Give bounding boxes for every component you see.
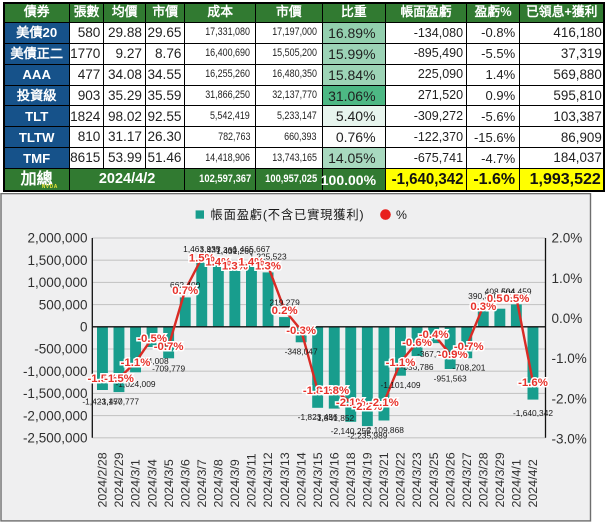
- svg-text:2024/3/27: 2024/3/27: [460, 452, 474, 507]
- svg-text:500,000: 500,000: [39, 297, 88, 312]
- svg-text:1,431,260: 1,431,260: [216, 246, 254, 256]
- svg-text:2024/3/8: 2024/3/8: [212, 459, 226, 507]
- svg-text:2024/3/6: 2024/3/6: [178, 459, 192, 507]
- svg-text:-2,109,868: -2,109,868: [364, 425, 404, 435]
- svg-text:-0.7%: -0.7%: [154, 341, 184, 353]
- svg-text:-1,423,157: -1,423,157: [82, 397, 122, 407]
- svg-text:-1.8%: -1.8%: [319, 385, 349, 397]
- svg-text:2024/3/4: 2024/3/4: [145, 459, 159, 507]
- svg-text:2.0%: 2.0%: [552, 231, 583, 246]
- svg-text:2024/3/22: 2024/3/22: [394, 452, 408, 507]
- svg-text:-0.3%: -0.3%: [286, 325, 316, 337]
- svg-text:1.3%: 1.3%: [255, 261, 281, 273]
- svg-text:0.5%: 0.5%: [487, 293, 513, 305]
- svg-text:-1.5%: -1.5%: [104, 373, 134, 385]
- svg-text:-2,500,000: -2,500,000: [23, 431, 88, 446]
- svg-text:-0.4%: -0.4%: [419, 329, 449, 341]
- svg-text:2024/2/29: 2024/2/29: [112, 452, 126, 507]
- svg-text:-1,101,409: -1,101,409: [380, 380, 420, 390]
- svg-text:1,463,935: 1,463,935: [183, 244, 221, 254]
- svg-text:-2.2%: -2.2%: [353, 401, 383, 413]
- svg-text:-951,563: -951,563: [434, 374, 467, 384]
- svg-text:-1.5%: -1.5%: [88, 373, 118, 385]
- svg-text:-1,500,000: -1,500,000: [23, 386, 88, 401]
- svg-text:1,500,000: 1,500,000: [27, 253, 87, 268]
- svg-text:219,279: 219,279: [269, 298, 300, 308]
- svg-text:504,459: 504,459: [501, 287, 532, 297]
- svg-text:1.4%: 1.4%: [238, 257, 264, 269]
- svg-text:-1,024,009: -1,024,009: [115, 379, 155, 389]
- svg-text:-1.1%: -1.1%: [121, 357, 151, 369]
- svg-text:-1,640,342: -1,640,342: [513, 408, 553, 418]
- svg-text:-0.7%: -0.7%: [454, 341, 484, 353]
- svg-text:-0.6%: -0.6%: [402, 337, 432, 349]
- svg-text:2024/3/21: 2024/3/21: [377, 452, 391, 507]
- svg-text:2024/3/15: 2024/3/15: [311, 452, 325, 507]
- svg-text:-454,008: -454,008: [136, 356, 169, 366]
- svg-text:2024/3/5: 2024/3/5: [162, 459, 176, 507]
- svg-text:-2,000,000: -2,000,000: [23, 408, 88, 423]
- svg-text:0.3%: 0.3%: [470, 301, 496, 313]
- svg-text:2024/4/1: 2024/4/1: [510, 459, 524, 507]
- svg-text:-1.1%: -1.1%: [386, 357, 416, 369]
- svg-text:-3.0%: -3.0%: [552, 431, 587, 446]
- svg-text:2024/3/18: 2024/3/18: [344, 452, 358, 507]
- svg-text:-1.8%: -1.8%: [303, 385, 333, 397]
- svg-text:0.0%: 0.0%: [552, 311, 583, 326]
- svg-text:1,225,523: 1,225,523: [249, 252, 287, 262]
- svg-text:-709,779: -709,779: [152, 364, 185, 374]
- svg-text:390,350: 390,350: [468, 291, 499, 301]
- svg-text:0: 0: [80, 320, 88, 335]
- svg-text:-656,786: -656,786: [400, 362, 433, 372]
- svg-text:-1,841,852: -1,841,852: [314, 413, 354, 423]
- svg-text:2024/3/11: 2024/3/11: [245, 453, 259, 507]
- svg-text:2024/4/2: 2024/4/2: [526, 459, 540, 507]
- svg-text:-2.1%: -2.1%: [369, 397, 399, 409]
- svg-text:1,437,360: 1,437,360: [200, 245, 238, 255]
- svg-text:-1,470,777: -1,470,777: [99, 397, 139, 407]
- svg-text:2024/3/12: 2024/3/12: [261, 452, 275, 507]
- svg-text:-708,201: -708,201: [452, 363, 485, 373]
- svg-text:2,000,000: 2,000,000: [27, 231, 87, 246]
- svg-text:1,000,000: 1,000,000: [27, 275, 87, 290]
- svg-text:0.7%: 0.7%: [172, 285, 198, 297]
- svg-text:-2.1%: -2.1%: [336, 397, 366, 409]
- svg-text:-2,235,989: -2,235,989: [347, 431, 387, 441]
- svg-text:2024/3/9: 2024/3/9: [228, 459, 242, 507]
- svg-text:1.4%: 1.4%: [205, 257, 231, 269]
- svg-text:1.3%: 1.3%: [222, 261, 248, 273]
- svg-text:2024/3/7: 2024/3/7: [195, 459, 209, 507]
- svg-text:-0.5%: -0.5%: [137, 333, 167, 345]
- svg-text:%: %: [396, 208, 407, 222]
- svg-text:2024/3/14: 2024/3/14: [294, 452, 308, 507]
- svg-text:-500,000: -500,000: [34, 342, 87, 357]
- svg-text:2024/3/26: 2024/3/26: [443, 452, 457, 507]
- svg-text:2024/3/23: 2024/3/23: [410, 452, 424, 507]
- svg-text:1,465,667: 1,465,667: [233, 244, 271, 254]
- svg-text:-1.0%: -1.0%: [552, 351, 587, 366]
- svg-text:408,664: 408,664: [485, 287, 516, 297]
- svg-text:0.2%: 0.2%: [272, 305, 298, 317]
- svg-text:2024/3/13: 2024/3/13: [278, 452, 292, 507]
- svg-text:2024/3/28: 2024/3/28: [477, 452, 491, 507]
- svg-text:0.5%: 0.5%: [503, 293, 529, 305]
- svg-text:2024/2/28: 2024/2/28: [96, 452, 110, 507]
- svg-text:-1,000,000: -1,000,000: [23, 364, 88, 379]
- svg-text:662,400: 662,400: [170, 280, 201, 290]
- svg-text:2024/3/25: 2024/3/25: [427, 452, 441, 507]
- svg-text:帳面盈虧(不含已實現獲利): 帳面盈虧(不含已實現獲利): [211, 207, 365, 222]
- svg-text:2024/3/19: 2024/3/19: [361, 452, 375, 507]
- svg-text:-2.0%: -2.0%: [552, 391, 587, 406]
- svg-text:-1.6%: -1.6%: [518, 377, 548, 389]
- svg-text:-367,305: -367,305: [417, 349, 450, 359]
- svg-text:2024/3/29: 2024/3/29: [493, 452, 507, 507]
- svg-text:-0.9%: -0.9%: [438, 349, 468, 361]
- svg-text:-348,047: -348,047: [285, 347, 318, 357]
- svg-text:2024/3/1: 2024/3/1: [129, 459, 143, 507]
- svg-text:1.5%: 1.5%: [189, 253, 215, 265]
- svg-text:-2,140,255: -2,140,255: [331, 426, 371, 436]
- svg-text:-1,823,456: -1,823,456: [298, 412, 338, 422]
- svg-text:2024/3/16: 2024/3/16: [327, 452, 341, 507]
- svg-text:1.0%: 1.0%: [552, 271, 583, 286]
